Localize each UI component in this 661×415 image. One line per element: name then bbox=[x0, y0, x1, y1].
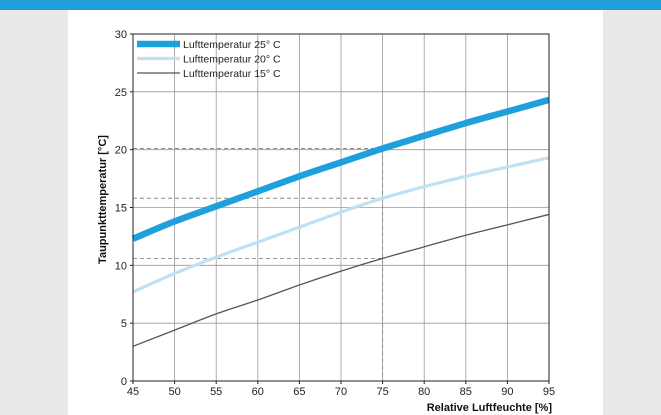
y-tick-label: 10 bbox=[115, 260, 127, 272]
right-margin-panel bbox=[603, 10, 661, 415]
series-line-1 bbox=[131, 96, 550, 242]
x-tick-label: 90 bbox=[501, 386, 513, 398]
x-tick-label: 45 bbox=[127, 386, 139, 398]
series-lines bbox=[131, 96, 550, 347]
grid bbox=[133, 34, 549, 381]
x-tick-label: 50 bbox=[168, 386, 180, 398]
tick-labels: 45 50 55 60 65 70 75 80 85 90 95 0 5 10 15 20 25 30 bbox=[115, 29, 555, 398]
reference-lines bbox=[133, 148, 384, 381]
x-tick-label: 60 bbox=[252, 386, 264, 398]
x-tick-label: 65 bbox=[293, 386, 305, 398]
x-axis-label: Relative Luftfeuchte [%] bbox=[427, 402, 553, 414]
x-tick-label: 55 bbox=[210, 386, 222, 398]
y-tick-label: 25 bbox=[115, 87, 127, 99]
y-tick-label: 0 bbox=[121, 376, 127, 388]
x-tick-label: 75 bbox=[376, 386, 388, 398]
y-axis-label: Taupunkttemperatur [°C] bbox=[97, 135, 109, 264]
left-margin-panel bbox=[0, 10, 68, 415]
x-tick-label: 95 bbox=[543, 386, 555, 398]
top-accent-bar bbox=[0, 0, 661, 10]
x-tick-label: 70 bbox=[335, 386, 347, 398]
legend: Lufttemperatur 25° C Lufttemperatur 20° C… bbox=[137, 39, 281, 80]
legend-label-2: Lufttemperatur 20° C bbox=[183, 54, 281, 66]
series-line-3 bbox=[132, 213, 550, 347]
y-tick-label: 15 bbox=[115, 203, 127, 215]
y-tick-label: 5 bbox=[121, 318, 127, 330]
legend-label-3: Lufttemperatur 15° C bbox=[183, 68, 281, 80]
x-tick-label: 80 bbox=[418, 386, 430, 398]
series-line-2 bbox=[132, 156, 550, 294]
y-tick-label: 20 bbox=[115, 145, 127, 157]
x-tick-label: 85 bbox=[460, 386, 472, 398]
y-tick-label: 30 bbox=[115, 29, 127, 41]
legend-label-1: Lufttemperatur 25° C bbox=[183, 39, 281, 51]
